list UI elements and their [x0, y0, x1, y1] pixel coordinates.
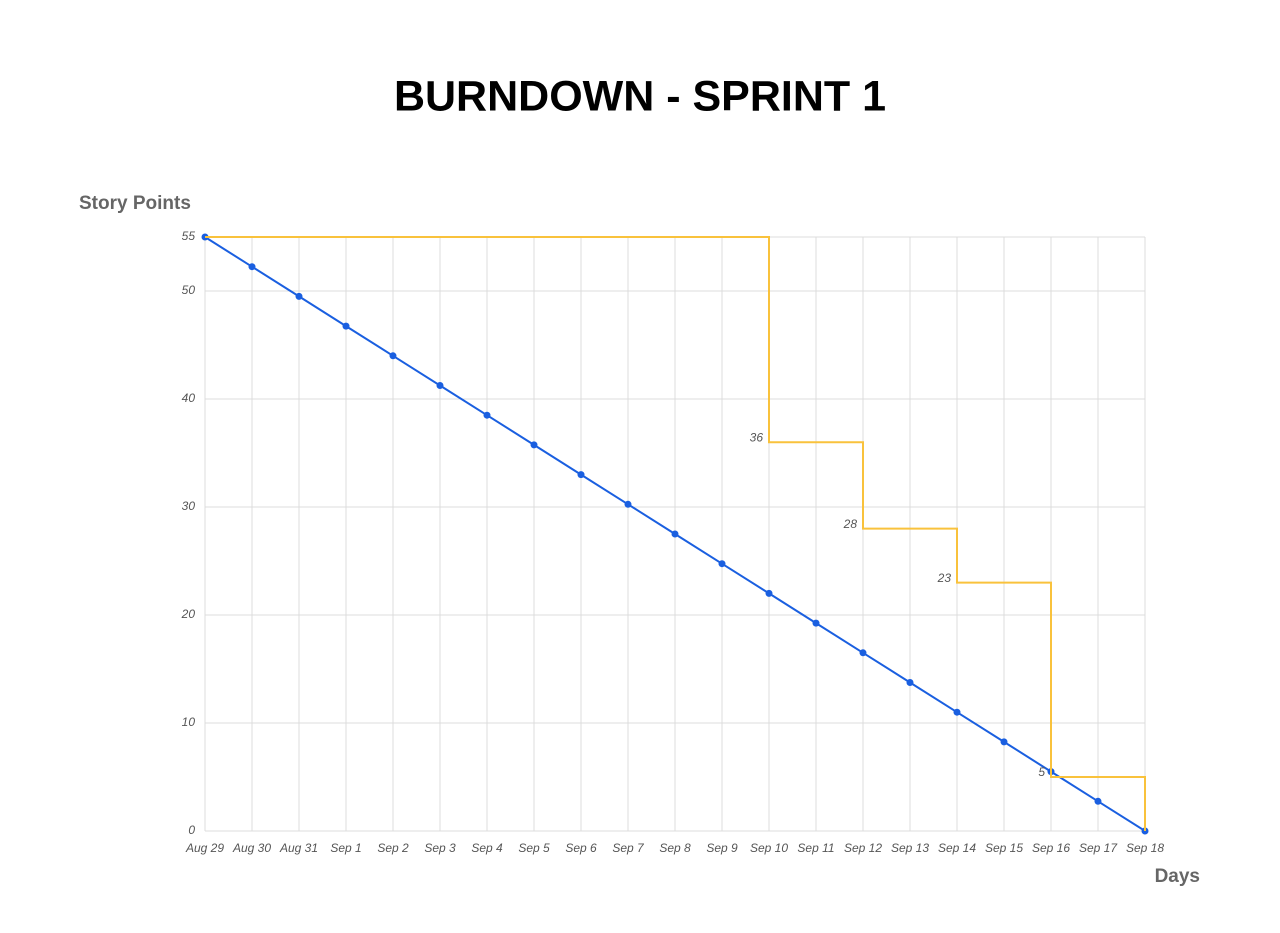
- x-tick-label: Sep 1: [330, 841, 361, 855]
- point: [671, 530, 679, 538]
- x-tick-label: Sep 4: [471, 841, 503, 855]
- x-tick-label: Sep 5: [518, 841, 550, 855]
- x-tick-label: Sep 14: [938, 841, 976, 855]
- x-tick-label: Sep 10: [750, 841, 788, 855]
- data-label: 36: [750, 430, 764, 444]
- point: [1094, 797, 1102, 805]
- point: [1000, 738, 1008, 746]
- x-tick-label: Sep 11: [797, 841, 834, 855]
- point: [248, 263, 256, 271]
- x-tick-label: Sep 16: [1032, 841, 1070, 855]
- x-tick-label: Aug 29: [185, 841, 224, 855]
- point: [859, 649, 867, 657]
- x-axis-title: Days: [1155, 866, 1200, 887]
- x-tick-label: Sep 8: [659, 841, 691, 855]
- x-tick-label: Aug 30: [232, 841, 271, 855]
- x-tick-label: Sep 17: [1079, 841, 1118, 855]
- x-tick-label: Sep 12: [844, 841, 882, 855]
- point: [295, 292, 303, 300]
- point: [436, 382, 444, 389]
- point: [812, 619, 820, 627]
- x-tick-label: Sep 7: [612, 841, 645, 855]
- x-tick-label: Sep 15: [985, 841, 1023, 855]
- point: [953, 708, 961, 716]
- point: [906, 679, 914, 686]
- y-tick-label: 20: [181, 607, 196, 621]
- point: [765, 589, 773, 597]
- point: [577, 471, 585, 479]
- y-tick-label: 10: [182, 715, 196, 729]
- y-tick-label: 50: [182, 283, 196, 297]
- data-label: 28: [843, 517, 858, 531]
- x-tick-label: Sep 9: [706, 841, 738, 855]
- x-tick-label: Sep 3: [424, 841, 456, 855]
- x-tick-label: Sep 2: [377, 841, 409, 855]
- point: [483, 411, 491, 419]
- point: [389, 352, 397, 360]
- x-tick-label: Sep 13: [891, 841, 929, 855]
- y-tick-label: 40: [182, 391, 196, 405]
- series-line: [205, 236, 1146, 831]
- data-label: 5: [1038, 765, 1045, 779]
- y-tick-label: 30: [182, 499, 196, 513]
- x-tick-label: Sep 18: [1126, 841, 1164, 855]
- x-tick-label: Aug 31: [279, 841, 318, 855]
- y-axis-title: Story Points: [79, 193, 191, 214]
- point: [718, 560, 726, 568]
- x-tick-label: Sep 6: [565, 841, 597, 855]
- point: [342, 322, 350, 330]
- y-tick-label: 0: [188, 823, 195, 837]
- point: [624, 500, 632, 508]
- chart-title: BURNDOWN - SPRINT 1: [394, 72, 886, 120]
- data-label: 23: [937, 571, 952, 585]
- point: [530, 441, 538, 449]
- y-tick-label: 55: [182, 229, 196, 243]
